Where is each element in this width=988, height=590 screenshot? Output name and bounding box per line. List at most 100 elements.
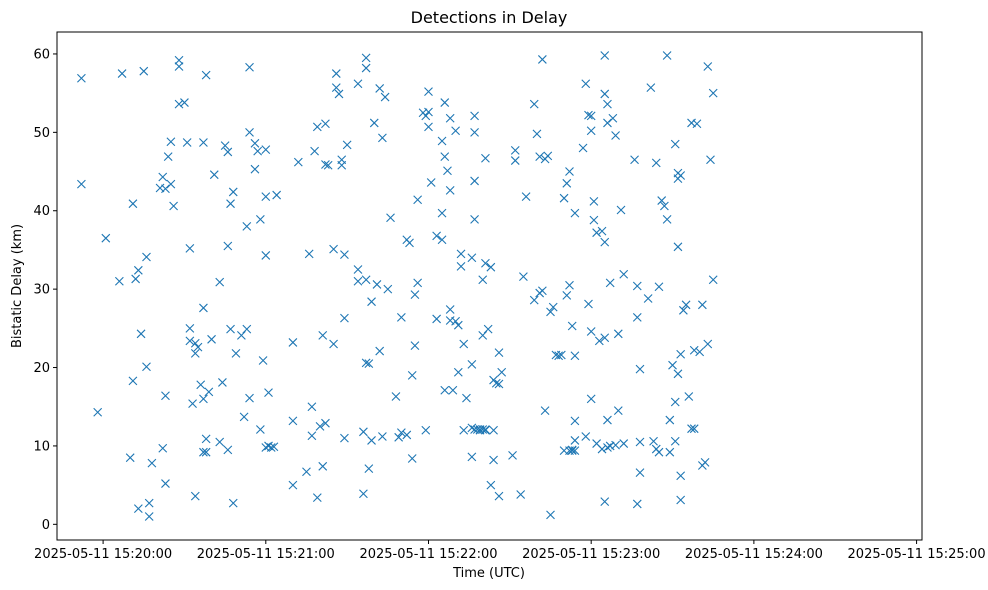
x-marker	[180, 98, 189, 107]
x-marker	[255, 425, 265, 434]
x-marker	[413, 278, 423, 288]
x-marker	[649, 436, 658, 446]
x-marker	[199, 447, 208, 457]
x-marker	[394, 432, 404, 442]
x-marker	[708, 88, 718, 98]
y-tick-label: 20	[33, 361, 50, 376]
x-marker	[619, 269, 629, 279]
x-marker	[432, 231, 442, 241]
x-marker	[242, 222, 252, 231]
x-marker	[632, 281, 642, 291]
x-tick-label: 2025-05-11 15:20:00	[34, 547, 172, 562]
x-marker	[548, 302, 558, 312]
x-marker	[546, 307, 555, 317]
x-marker	[670, 436, 680, 446]
x-marker	[250, 138, 260, 148]
plot-frame	[56, 31, 923, 541]
x-marker	[467, 452, 477, 462]
x-marker	[657, 196, 667, 205]
x-marker	[226, 324, 235, 334]
x-marker	[255, 214, 265, 224]
x-marker	[361, 358, 371, 368]
x-marker	[307, 431, 317, 441]
x-marker	[494, 491, 504, 501]
x-marker	[161, 479, 170, 488]
x-marker	[662, 214, 672, 224]
x-marker	[605, 278, 615, 288]
x-marker	[375, 346, 385, 356]
x-marker	[342, 140, 352, 150]
x-marker	[668, 360, 677, 370]
x-marker	[359, 489, 368, 499]
x-marker	[483, 324, 493, 334]
x-marker	[470, 111, 479, 121]
x-marker	[231, 349, 241, 358]
x-marker	[589, 196, 599, 206]
x-marker	[245, 62, 254, 72]
x-marker	[497, 367, 507, 377]
x-marker	[570, 351, 580, 361]
x-marker	[611, 440, 620, 450]
x-marker	[269, 442, 279, 452]
x-marker	[586, 126, 596, 136]
x-marker	[321, 418, 330, 428]
x-marker	[174, 55, 184, 65]
x-marker	[546, 510, 555, 520]
x-marker	[635, 468, 645, 477]
x-marker	[654, 447, 664, 457]
x-marker	[616, 205, 626, 215]
x-marker	[529, 295, 539, 305]
x-marker	[201, 70, 211, 80]
x-marker	[570, 416, 580, 426]
x-marker	[510, 145, 520, 155]
x-marker	[467, 253, 477, 263]
x-marker	[315, 421, 325, 431]
x-marker	[131, 274, 141, 284]
x-marker	[592, 228, 601, 238]
x-marker	[600, 51, 610, 60]
x-marker	[304, 249, 314, 259]
x-marker	[437, 208, 447, 218]
x-marker	[570, 436, 580, 445]
x-marker	[692, 119, 702, 129]
x-marker	[375, 84, 385, 93]
x-marker	[603, 443, 612, 452]
x-marker	[331, 69, 341, 78]
x-marker	[537, 286, 547, 296]
x-marker	[340, 433, 349, 443]
chart-title: Detections in Delay	[411, 8, 568, 27]
x-marker	[421, 425, 431, 435]
x-marker	[613, 329, 623, 339]
x-marker	[426, 178, 436, 187]
x-marker	[706, 155, 715, 165]
x-marker	[185, 336, 195, 346]
x-marker	[383, 284, 393, 294]
x-marker	[556, 350, 566, 360]
x-marker	[329, 339, 338, 349]
x-marker	[424, 107, 433, 117]
x-marker	[584, 299, 593, 309]
x-marker	[603, 99, 612, 109]
x-marker	[578, 143, 588, 153]
x-marker	[161, 391, 170, 401]
x-marker	[367, 297, 376, 307]
x-marker	[481, 425, 490, 434]
x-marker	[201, 447, 211, 457]
x-marker	[223, 147, 233, 157]
x-marker	[529, 99, 539, 109]
x-marker	[288, 416, 298, 426]
x-marker	[199, 303, 208, 313]
x-marker	[188, 399, 197, 408]
x-marker	[380, 92, 390, 102]
x-marker	[329, 244, 338, 254]
x-marker	[708, 275, 718, 285]
x-marker	[456, 262, 466, 271]
x-marker	[245, 393, 254, 403]
x-marker	[537, 55, 547, 64]
x-marker	[201, 434, 211, 444]
x-marker	[158, 443, 168, 453]
x-marker	[665, 415, 675, 425]
x-marker	[689, 424, 699, 434]
x-marker	[288, 338, 298, 347]
x-marker	[470, 127, 479, 137]
